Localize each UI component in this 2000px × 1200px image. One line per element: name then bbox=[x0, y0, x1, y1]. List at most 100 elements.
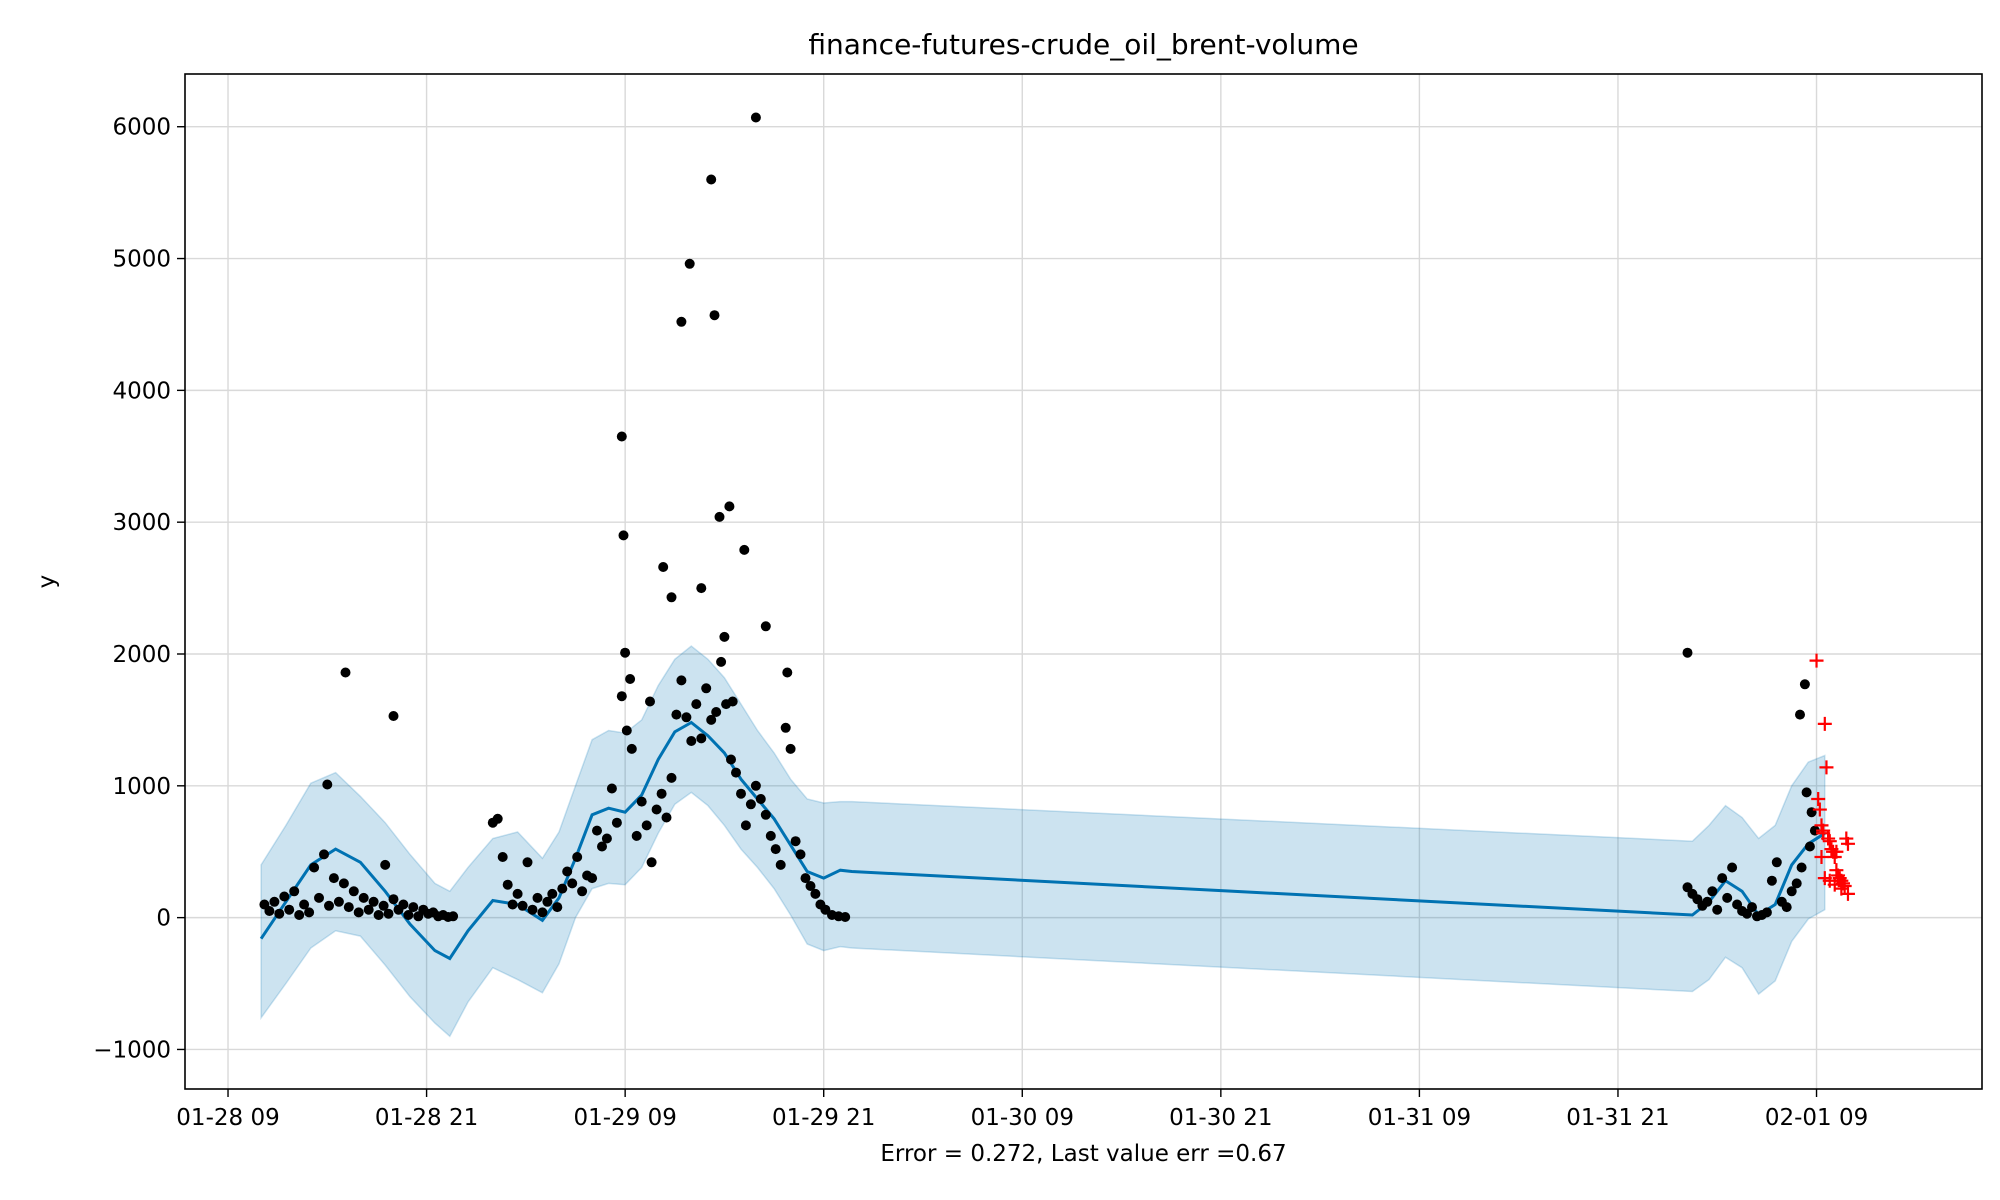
observed-point bbox=[314, 892, 324, 903]
observed-point bbox=[666, 592, 677, 603]
observed-point bbox=[373, 910, 384, 920]
observed-point bbox=[750, 112, 761, 123]
observed-point bbox=[587, 873, 598, 884]
x-tick-label: 01-31 21 bbox=[1566, 1105, 1669, 1131]
observed-point bbox=[502, 879, 513, 890]
uncertainty-band-layer bbox=[260, 645, 1826, 1038]
observed-point bbox=[333, 896, 344, 907]
observed-point bbox=[646, 857, 657, 868]
observed-point bbox=[512, 888, 523, 899]
y-tick-label: 4000 bbox=[112, 378, 171, 404]
test-point bbox=[1837, 879, 1852, 893]
observed-point bbox=[1722, 892, 1733, 903]
observed-point bbox=[448, 911, 459, 922]
observed-point bbox=[726, 754, 736, 765]
observed-point bbox=[547, 888, 558, 899]
observed-point bbox=[299, 899, 310, 910]
x-axis: 01-28 09 01-28 21 01-29 09 01-29 21 01-30 09… bbox=[176, 1089, 1868, 1131]
observed-point bbox=[731, 767, 741, 778]
observed-point bbox=[294, 910, 305, 920]
observed-point bbox=[340, 667, 351, 678]
observed-point bbox=[557, 883, 568, 894]
observed-point bbox=[780, 722, 791, 733]
observed-point bbox=[309, 862, 320, 873]
observed-point bbox=[805, 881, 816, 891]
observed-point bbox=[289, 886, 300, 897]
x-tick-label: 01-28 09 bbox=[176, 1105, 279, 1131]
observed-point bbox=[358, 892, 369, 903]
observed-point bbox=[684, 258, 695, 269]
observed-point bbox=[304, 907, 315, 918]
observed-point bbox=[363, 904, 374, 915]
observed-point bbox=[572, 852, 583, 862]
observed-point bbox=[621, 725, 632, 736]
y-tick-label: −1000 bbox=[93, 1037, 171, 1063]
observed-point bbox=[606, 783, 617, 794]
observed-point bbox=[739, 544, 750, 555]
observed-points-layer bbox=[259, 112, 1820, 922]
observed-point bbox=[810, 888, 821, 899]
observed-point bbox=[601, 833, 612, 844]
test-point bbox=[1817, 716, 1832, 731]
observed-point bbox=[383, 908, 394, 919]
observed-point bbox=[517, 900, 528, 911]
observed-point bbox=[681, 712, 692, 723]
test-point bbox=[1811, 792, 1826, 806]
observed-point bbox=[532, 892, 543, 903]
observed-point bbox=[661, 812, 672, 823]
observed-point bbox=[403, 910, 414, 920]
x-tick-label: 01-30 21 bbox=[1169, 1105, 1272, 1131]
observed-point bbox=[645, 696, 655, 707]
observed-point bbox=[1702, 896, 1713, 907]
observed-point bbox=[740, 820, 751, 831]
observed-point bbox=[279, 891, 290, 902]
observed-point bbox=[696, 583, 707, 594]
observed-point bbox=[562, 866, 573, 877]
observed-point bbox=[552, 902, 563, 913]
observed-point bbox=[1761, 907, 1772, 918]
observed-point bbox=[527, 904, 538, 915]
y-tick-label: 3000 bbox=[112, 510, 171, 536]
test-point bbox=[1809, 653, 1824, 668]
y-tick-label: 0 bbox=[156, 906, 171, 932]
observed-point bbox=[1727, 862, 1738, 873]
observed-point bbox=[671, 709, 682, 720]
y-tick-label: 2000 bbox=[112, 642, 171, 668]
observed-point bbox=[724, 501, 735, 512]
observed-point bbox=[324, 900, 334, 911]
observed-point bbox=[353, 907, 364, 918]
observed-point bbox=[676, 675, 687, 686]
observed-point bbox=[782, 667, 793, 678]
test-point bbox=[1821, 831, 1836, 846]
observed-point bbox=[338, 878, 349, 889]
test-point bbox=[1812, 802, 1827, 817]
observed-point bbox=[1801, 787, 1812, 798]
observed-point bbox=[719, 631, 730, 642]
y-tick-label: 6000 bbox=[112, 115, 171, 141]
observed-point bbox=[284, 904, 295, 915]
test-point bbox=[1829, 844, 1844, 859]
observed-point bbox=[626, 743, 637, 754]
observed-point bbox=[1766, 875, 1777, 886]
observed-point bbox=[765, 830, 776, 841]
observed-point bbox=[398, 899, 409, 910]
x-tick-label: 01-28 21 bbox=[375, 1105, 478, 1131]
observed-point bbox=[492, 813, 503, 824]
observed-point bbox=[269, 896, 280, 907]
observed-point bbox=[611, 817, 622, 828]
observed-point bbox=[328, 873, 339, 884]
observed-point bbox=[775, 859, 786, 870]
x-tick-label: 01-29 21 bbox=[772, 1105, 875, 1131]
observed-point bbox=[631, 830, 642, 841]
observed-point bbox=[840, 912, 851, 922]
observed-point bbox=[800, 873, 811, 884]
observed-point bbox=[709, 310, 720, 321]
observed-point bbox=[388, 894, 399, 905]
observed-point bbox=[727, 696, 738, 707]
test-point bbox=[1814, 850, 1829, 864]
observed-point bbox=[676, 316, 687, 327]
observed-point bbox=[378, 900, 389, 911]
observed-point bbox=[343, 902, 354, 913]
